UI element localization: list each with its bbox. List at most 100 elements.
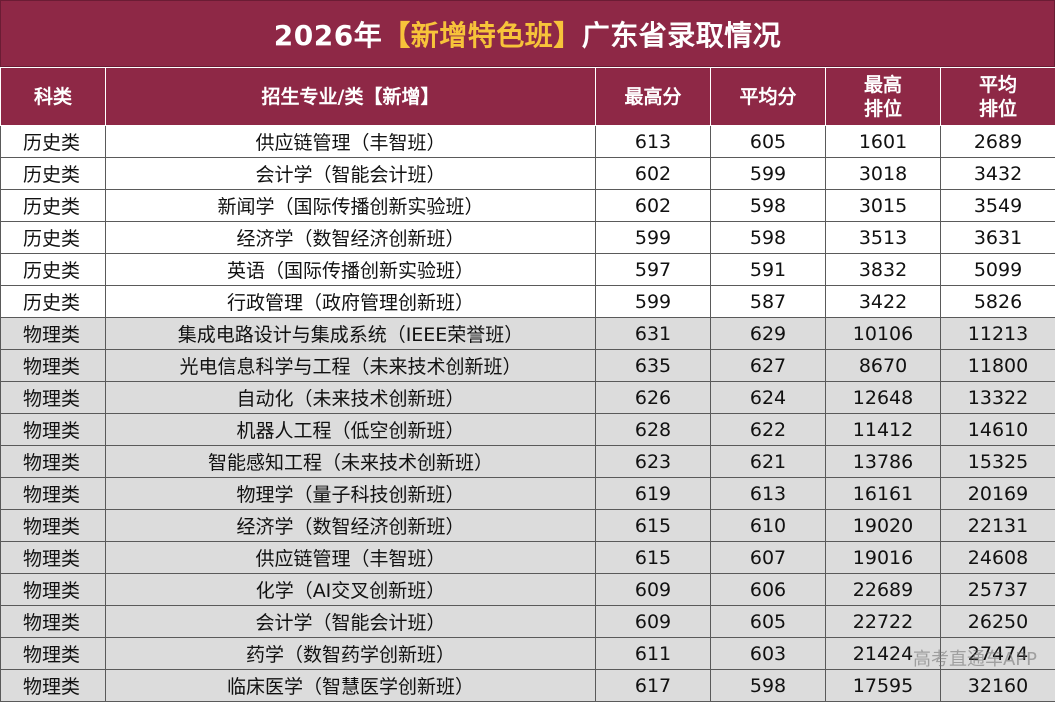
cell-max-score: 631 — [596, 318, 711, 350]
cell-max-rank: 3018 — [826, 158, 941, 190]
cell-max-score: 615 — [596, 510, 711, 542]
cell-subject: 历史类 — [1, 286, 106, 318]
cell-max-rank: 16161 — [826, 478, 941, 510]
cell-subject: 物理类 — [1, 670, 106, 702]
cell-avg-rank: 27474 — [941, 638, 1055, 670]
cell-subject: 物理类 — [1, 350, 106, 382]
cell-avg-rank: 22131 — [941, 510, 1055, 542]
cell-max-score: 602 — [596, 158, 711, 190]
cell-avg-score: 607 — [711, 542, 826, 574]
cell-max-score: 628 — [596, 414, 711, 446]
cell-subject: 历史类 — [1, 126, 106, 158]
cell-max-rank: 3015 — [826, 190, 941, 222]
cell-major: 新闻学（国际传播创新实验班） — [106, 190, 596, 222]
cell-avg-rank: 14610 — [941, 414, 1055, 446]
cell-max-score: 597 — [596, 254, 711, 286]
cell-max-rank: 19020 — [826, 510, 941, 542]
cell-avg-score: 598 — [711, 222, 826, 254]
cell-max-score: 599 — [596, 286, 711, 318]
table-header-row: 科类 招生专业/类【新增】 最高分 平均分 最高 排位 平均 排位 — [1, 68, 1055, 126]
cell-major: 光电信息科学与工程（未来技术创新班） — [106, 350, 596, 382]
cell-major: 供应链管理（丰智班） — [106, 126, 596, 158]
cell-subject: 历史类 — [1, 190, 106, 222]
cell-major: 供应链管理（丰智班） — [106, 542, 596, 574]
cell-avg-rank: 5099 — [941, 254, 1055, 286]
cell-major: 智能感知工程（未来技术创新班） — [106, 446, 596, 478]
cell-subject: 物理类 — [1, 414, 106, 446]
cell-max-score: 626 — [596, 382, 711, 414]
cell-avg-score: 621 — [711, 446, 826, 478]
cell-avg-score: 599 — [711, 158, 826, 190]
cell-subject: 物理类 — [1, 478, 106, 510]
cell-avg-score: 587 — [711, 286, 826, 318]
cell-avg-score: 605 — [711, 126, 826, 158]
cell-avg-score: 603 — [711, 638, 826, 670]
cell-avg-rank: 3432 — [941, 158, 1055, 190]
cell-major: 经济学（数智经济创新班） — [106, 222, 596, 254]
cell-subject: 物理类 — [1, 638, 106, 670]
cell-avg-rank: 3631 — [941, 222, 1055, 254]
cell-major: 行政管理（政府管理创新班） — [106, 286, 596, 318]
cell-max-rank: 22689 — [826, 574, 941, 606]
cell-major: 化学（AI交叉创新班） — [106, 574, 596, 606]
header-avg-rank: 平均 排位 — [941, 68, 1055, 126]
cell-avg-rank: 5826 — [941, 286, 1055, 318]
cell-avg-rank: 3549 — [941, 190, 1055, 222]
cell-avg-rank: 2689 — [941, 126, 1055, 158]
cell-avg-score: 624 — [711, 382, 826, 414]
cell-max-score: 619 — [596, 478, 711, 510]
cell-avg-rank: 24608 — [941, 542, 1055, 574]
cell-major: 经济学（数智经济创新班） — [106, 510, 596, 542]
cell-subject: 历史类 — [1, 254, 106, 286]
cell-max-rank: 3422 — [826, 286, 941, 318]
header-max-score: 最高分 — [596, 68, 711, 126]
cell-avg-score: 613 — [711, 478, 826, 510]
header-max-rank: 最高 排位 — [826, 68, 941, 126]
cell-max-score: 623 — [596, 446, 711, 478]
cell-avg-rank: 20169 — [941, 478, 1055, 510]
cell-major: 英语（国际传播创新实验班） — [106, 254, 596, 286]
cell-major: 自动化（未来技术创新班） — [106, 382, 596, 414]
cell-major: 会计学（智能会计班） — [106, 158, 596, 190]
cell-max-score: 615 — [596, 542, 711, 574]
cell-major: 会计学（智能会计班） — [106, 606, 596, 638]
cell-avg-rank: 15325 — [941, 446, 1055, 478]
cell-major: 集成电路设计与集成系统（IEEE荣誉班） — [106, 318, 596, 350]
header-major: 招生专业/类【新增】 — [106, 68, 596, 126]
cell-subject: 物理类 — [1, 382, 106, 414]
cell-avg-rank: 13322 — [941, 382, 1055, 414]
cell-max-rank: 10106 — [826, 318, 941, 350]
cell-subject: 物理类 — [1, 510, 106, 542]
cell-max-score: 635 — [596, 350, 711, 382]
cell-avg-rank: 11800 — [941, 350, 1055, 382]
cell-max-rank: 3832 — [826, 254, 941, 286]
cell-max-rank: 22722 — [826, 606, 941, 638]
cell-subject: 历史类 — [1, 222, 106, 254]
header-avg-score: 平均分 — [711, 68, 826, 126]
cell-avg-score: 591 — [711, 254, 826, 286]
cell-max-score: 599 — [596, 222, 711, 254]
cell-max-rank: 11412 — [826, 414, 941, 446]
title-suffix: 广东省录取情况 — [582, 14, 782, 54]
cell-avg-score: 605 — [711, 606, 826, 638]
cell-subject: 历史类 — [1, 158, 106, 190]
cell-max-score: 609 — [596, 574, 711, 606]
cell-subject: 物理类 — [1, 542, 106, 574]
cell-major: 机器人工程（低空创新班） — [106, 414, 596, 446]
cell-max-rank: 19016 — [826, 542, 941, 574]
cell-max-score: 602 — [596, 190, 711, 222]
